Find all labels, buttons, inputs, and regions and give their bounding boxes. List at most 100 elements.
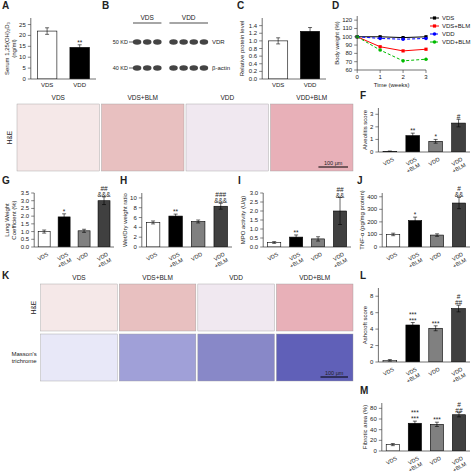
x-label-group: VDS+BLM xyxy=(54,251,73,269)
column-title: VDS xyxy=(72,274,86,281)
x-tick-label: VDD xyxy=(304,82,317,88)
annotation: *** xyxy=(432,320,440,327)
text-line: VDD xyxy=(182,14,196,21)
y-tick-label: 60 xyxy=(370,416,377,422)
legend-entry: VDD xyxy=(442,31,455,37)
image-tile xyxy=(276,284,353,331)
y-tick xyxy=(354,53,357,54)
x-tick-label: VDS xyxy=(145,251,158,262)
marker xyxy=(401,49,404,52)
column-title: VDD xyxy=(229,274,243,281)
panel-letter: G xyxy=(2,175,10,186)
y-label-group: TNF-α (pg/mg protein) xyxy=(359,190,365,249)
scale-label: 100 μm xyxy=(324,160,343,166)
x-label-group: VDD+BLM xyxy=(448,366,467,384)
band xyxy=(179,39,188,45)
annotation: * xyxy=(63,208,66,215)
x-axis xyxy=(378,362,470,363)
y-tick xyxy=(31,239,34,240)
text-line: 1.5 xyxy=(21,221,30,227)
text-line: * xyxy=(434,133,437,140)
text-line: A xyxy=(2,0,9,11)
x-tick-label: 0 xyxy=(356,74,360,80)
text-line: trichrome xyxy=(12,358,38,364)
panel-letter: C xyxy=(237,0,244,11)
text-line: 1.2 xyxy=(249,30,258,36)
figure: A0510152025VDSVDDSerum 1,25(OH)₂D₃(ng/ml… xyxy=(0,0,474,474)
y-tick xyxy=(28,24,31,25)
y-tick-label: 400 xyxy=(367,194,378,200)
x-label-group: VDD xyxy=(429,455,442,466)
y-tick-label: 120 xyxy=(342,17,353,23)
bar-panel: G0.00.51.01.52.02.53.03.5VDSVDS+BLMVDDVD… xyxy=(2,175,114,269)
band-label: VDR xyxy=(212,39,225,45)
y-tick xyxy=(139,247,142,248)
y-tick xyxy=(379,247,382,248)
y-tick-label: 1.0 xyxy=(249,38,258,44)
x-tick-label: VDD+BLM xyxy=(448,366,467,384)
annotation: ** xyxy=(410,127,416,134)
x-label-group: VDD+BLM xyxy=(210,251,229,269)
bar-panel: J0100200300400VDSVDS+BLMVDDVDD+BLMTNF-α … xyxy=(357,175,470,269)
error-bar xyxy=(391,444,395,446)
text-line: Relative protein level xyxy=(239,21,245,77)
y-tick-label: 0.4 xyxy=(249,61,258,67)
image-panel: VDSVDS+BLMVDDVDD+BLMH&E100 μm xyxy=(6,94,353,171)
text-line: Masson's xyxy=(12,351,37,357)
y-label-group: MPO activity (U/g) xyxy=(240,196,246,245)
text-line: VDD xyxy=(76,251,89,262)
band xyxy=(133,65,142,71)
y-tick-label: 3.5 xyxy=(21,190,30,196)
text-line: VDD xyxy=(190,251,203,262)
text-line: 0.4 xyxy=(249,61,258,67)
marker xyxy=(379,45,382,48)
marks xyxy=(37,28,89,79)
y-label: Ashcroft score xyxy=(362,305,368,344)
panel-letter: J xyxy=(357,175,363,186)
text-line: H xyxy=(120,175,127,186)
marker xyxy=(378,48,382,52)
text-line: VDR xyxy=(212,39,225,45)
text-line: # xyxy=(457,113,461,120)
text-line: 200 xyxy=(367,219,378,225)
bar xyxy=(452,309,466,362)
x-label-group: VDS+BLM xyxy=(405,251,424,269)
y-tick-label: 80 xyxy=(346,50,353,56)
text-line: 0.0 xyxy=(21,244,30,250)
y-tick-label: 0.0 xyxy=(250,244,259,250)
row-label: H&E xyxy=(6,130,13,144)
bar-panel: A0510152025VDSVDDSerum 1,25(OH)₂D₃(ng/ml… xyxy=(2,0,96,88)
text-line: 5 xyxy=(22,65,26,71)
text-line: 25 xyxy=(19,22,26,28)
y-tick-label: 8 xyxy=(370,293,374,299)
y-tick xyxy=(31,200,34,201)
column-title: VDS xyxy=(52,94,66,101)
text-line: 6 xyxy=(133,215,137,221)
text-line: 0.2 xyxy=(249,68,258,74)
bar-panel: H0246810VDSVDS+BLMVDDVDD+BLMWet/Dry weig… xyxy=(120,175,232,269)
text-line: MPO activity (U/g) xyxy=(240,196,246,245)
text-line: Lung Weight xyxy=(4,203,10,237)
bar xyxy=(300,31,319,79)
error-bar xyxy=(338,198,342,225)
bar-panel: C0.00.20.40.60.81.01.21.4VDSVDDRelative … xyxy=(237,0,326,88)
column-title: VDD+BLM xyxy=(296,94,327,101)
marker-tick xyxy=(129,42,133,43)
legend-entry: VDS xyxy=(442,15,454,21)
text-line: +BLM xyxy=(451,371,467,384)
bar xyxy=(146,222,160,247)
error-bar xyxy=(388,360,392,362)
y-tick xyxy=(31,231,34,232)
text-line: && xyxy=(455,191,464,198)
error-bar xyxy=(276,38,280,44)
column-title: VDS+BLM xyxy=(127,94,158,101)
text-line: β-actin xyxy=(212,65,230,71)
text-line: G xyxy=(2,175,10,186)
y-tick-label: 1.5 xyxy=(21,221,30,227)
legend-marker xyxy=(433,32,437,36)
y-tick-label: 10 xyxy=(19,54,26,60)
x-tick xyxy=(426,70,427,73)
x-tick-label: VDD+BLM xyxy=(448,251,467,269)
x-axis xyxy=(263,247,351,248)
image-tile xyxy=(276,334,353,381)
